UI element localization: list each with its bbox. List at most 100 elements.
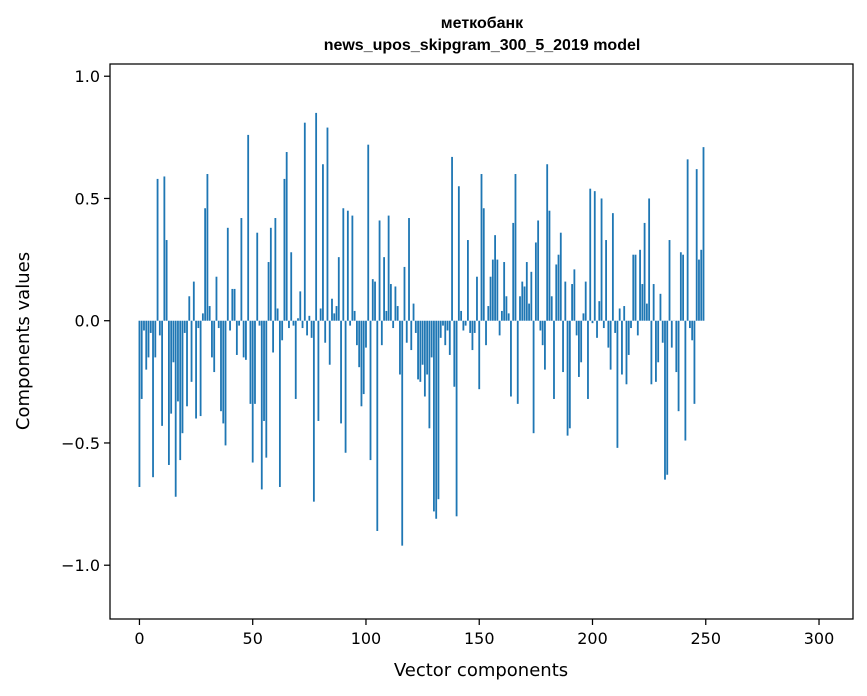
bar — [215, 276, 218, 321]
bar — [568, 320, 571, 429]
bar — [392, 320, 395, 329]
bar — [489, 276, 492, 321]
bar — [537, 220, 540, 321]
bar — [356, 320, 358, 346]
bar — [584, 281, 587, 321]
bar — [412, 303, 415, 321]
bar — [689, 320, 691, 329]
bar — [292, 320, 295, 326]
bar — [163, 176, 166, 321]
bar — [609, 320, 612, 370]
bar — [147, 320, 150, 358]
bar — [242, 320, 245, 358]
bar — [342, 208, 345, 321]
bar — [559, 232, 562, 321]
bar — [396, 306, 399, 321]
bar — [251, 320, 254, 463]
bar — [405, 320, 408, 343]
bar — [616, 320, 619, 448]
bar — [600, 198, 603, 321]
bar — [525, 262, 528, 321]
bar — [358, 320, 361, 368]
bar — [519, 296, 521, 321]
x-tick-label: 150 — [464, 629, 495, 648]
bar — [433, 320, 435, 512]
bar — [498, 320, 501, 336]
bar — [328, 320, 331, 365]
bar — [206, 174, 209, 321]
bar — [442, 320, 444, 326]
bar — [564, 281, 567, 321]
bar — [267, 262, 270, 321]
bar — [419, 320, 422, 382]
bar — [491, 259, 494, 321]
bar — [389, 284, 392, 321]
bar — [231, 288, 234, 321]
bar — [480, 174, 483, 321]
y-tick-label: 0.0 — [75, 312, 100, 331]
bar — [702, 147, 705, 321]
bar — [618, 308, 621, 321]
bar — [310, 320, 313, 338]
bar — [496, 259, 499, 321]
bar — [476, 276, 478, 321]
bar — [641, 284, 644, 321]
bar — [460, 310, 463, 321]
chart-title-line-1: меткобанк — [441, 15, 524, 32]
bar — [378, 220, 381, 321]
bar — [534, 242, 537, 321]
x-tick-label: 300 — [804, 629, 835, 648]
bar — [557, 254, 560, 321]
bar — [464, 320, 467, 326]
bar — [340, 320, 342, 424]
bar — [573, 269, 576, 321]
bar — [319, 308, 322, 321]
bar — [562, 320, 564, 373]
bar — [208, 306, 211, 321]
bar — [281, 320, 284, 341]
bar — [448, 320, 451, 355]
x-tick-label: 200 — [577, 629, 608, 648]
bar — [222, 320, 225, 424]
bar — [258, 320, 261, 326]
bar — [544, 320, 546, 370]
bar — [482, 208, 485, 321]
y-tick-label: 0.5 — [75, 189, 100, 208]
bar — [335, 306, 338, 321]
bar — [698, 259, 700, 321]
bar — [682, 254, 685, 321]
bar — [226, 227, 229, 321]
bar — [322, 164, 324, 321]
x-axis-label: Vector components — [394, 660, 568, 681]
bar — [514, 174, 517, 321]
bar — [145, 320, 148, 370]
bar — [179, 320, 182, 461]
bar — [190, 320, 193, 382]
bar — [269, 227, 272, 321]
bar — [403, 266, 406, 321]
chart-title-line-2: news_upos_skipgram_300_5_2019 model — [324, 37, 641, 54]
bar — [428, 320, 431, 429]
bar — [652, 284, 655, 321]
bar — [152, 320, 154, 478]
bar — [451, 156, 453, 321]
bar — [204, 208, 207, 321]
bar — [195, 320, 197, 419]
bar — [627, 320, 630, 355]
bar — [507, 313, 510, 321]
bar — [512, 222, 515, 321]
bar — [360, 320, 363, 407]
bar — [303, 122, 306, 321]
bar — [161, 320, 163, 426]
bar — [661, 320, 664, 343]
bar — [213, 320, 216, 373]
bar — [632, 254, 635, 321]
bar — [249, 320, 252, 404]
bar — [611, 213, 614, 321]
bar — [224, 320, 227, 446]
bar — [326, 127, 329, 321]
bar — [417, 320, 419, 380]
bar — [154, 320, 157, 358]
bar — [648, 198, 651, 321]
